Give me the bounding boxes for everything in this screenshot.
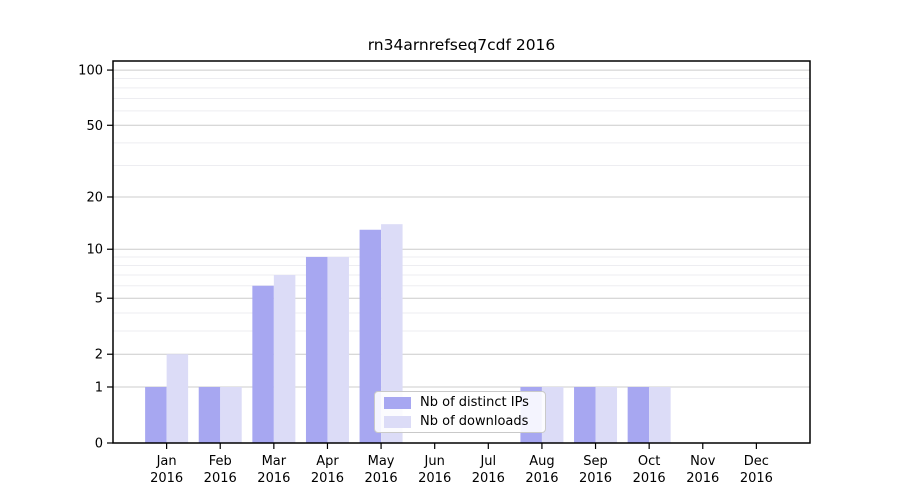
y-tick-label: 20 xyxy=(86,190,103,205)
x-tick-label-month: Jan xyxy=(156,454,177,469)
x-tick-label-year: 2016 xyxy=(472,471,505,486)
x-tick-label-year: 2016 xyxy=(257,471,290,486)
bar-downloads-apr xyxy=(327,256,349,443)
x-tick-label-year: 2016 xyxy=(686,471,719,486)
legend-swatch-distinct-ips xyxy=(384,396,411,409)
legend-label-downloads: Nb of downloads xyxy=(420,414,529,429)
x-tick-label-month: Jul xyxy=(479,454,496,469)
x-tick-label-month: Feb xyxy=(209,454,232,469)
bar-downloads-sep xyxy=(595,386,618,443)
bar-distinct-ips-feb xyxy=(198,386,221,443)
x-tick-label-year: 2016 xyxy=(633,471,666,486)
x-tick-label-month: Mar xyxy=(262,454,287,469)
bar-downloads-oct xyxy=(649,386,671,443)
bar-distinct-ips-sep xyxy=(574,386,596,443)
legend: Nb of distinct IPs Nb of downloads xyxy=(374,391,546,433)
y-tick-label: 5 xyxy=(95,292,103,307)
x-tick-label-month: Dec xyxy=(744,454,769,469)
y-tick-label: 100 xyxy=(78,64,103,79)
bar-downloads-may xyxy=(381,224,403,443)
plot-border xyxy=(112,60,811,444)
bar-downloads-mar xyxy=(273,274,296,443)
x-tick-label-month: Aug xyxy=(529,454,554,469)
y-tick-label: 1 xyxy=(95,380,103,395)
bar-distinct-ips-may xyxy=(359,229,382,443)
x-tick-label-year: 2016 xyxy=(418,471,451,486)
x-tick-label-year: 2016 xyxy=(204,471,237,486)
x-tick-label-month: Sep xyxy=(583,454,608,469)
x-tick-label-year: 2016 xyxy=(311,471,344,486)
x-tick-label-year: 2016 xyxy=(579,471,612,486)
x-tick-label-month: Jun xyxy=(424,454,445,469)
bar-downloads-jan xyxy=(166,354,189,443)
x-tick-label-year: 2016 xyxy=(150,471,183,486)
bar-distinct-ips-jan xyxy=(145,386,167,443)
bar-distinct-ips-oct xyxy=(627,386,650,443)
y-tick-label: 50 xyxy=(86,119,103,134)
bar-distinct-ips-mar xyxy=(252,285,274,443)
y-tick-label: 2 xyxy=(95,348,103,363)
y-tick-label: 10 xyxy=(86,243,103,258)
legend-entry-distinct-ips: Nb of distinct IPs xyxy=(384,395,545,410)
x-tick-label-year: 2016 xyxy=(740,471,773,486)
x-tick-label-month: Oct xyxy=(638,454,660,469)
chart-title: rn34arnrefseq7cdf 2016 xyxy=(367,36,556,54)
x-tick-label-year: 2016 xyxy=(525,471,558,486)
bar-downloads-aug xyxy=(541,386,564,443)
legend-entry-downloads: Nb of downloads xyxy=(384,414,545,429)
x-tick-label-year: 2016 xyxy=(365,471,398,486)
x-tick-label-month: Apr xyxy=(316,454,339,469)
bar-downloads-feb xyxy=(220,386,242,443)
x-tick-label-month: May xyxy=(368,454,395,469)
y-tick-label: 0 xyxy=(95,437,103,452)
legend-swatch-downloads xyxy=(384,415,411,428)
legend-label-distinct-ips: Nb of distinct IPs xyxy=(420,395,529,410)
bar-distinct-ips-apr xyxy=(305,256,328,443)
x-tick-label-month: Nov xyxy=(690,454,716,469)
